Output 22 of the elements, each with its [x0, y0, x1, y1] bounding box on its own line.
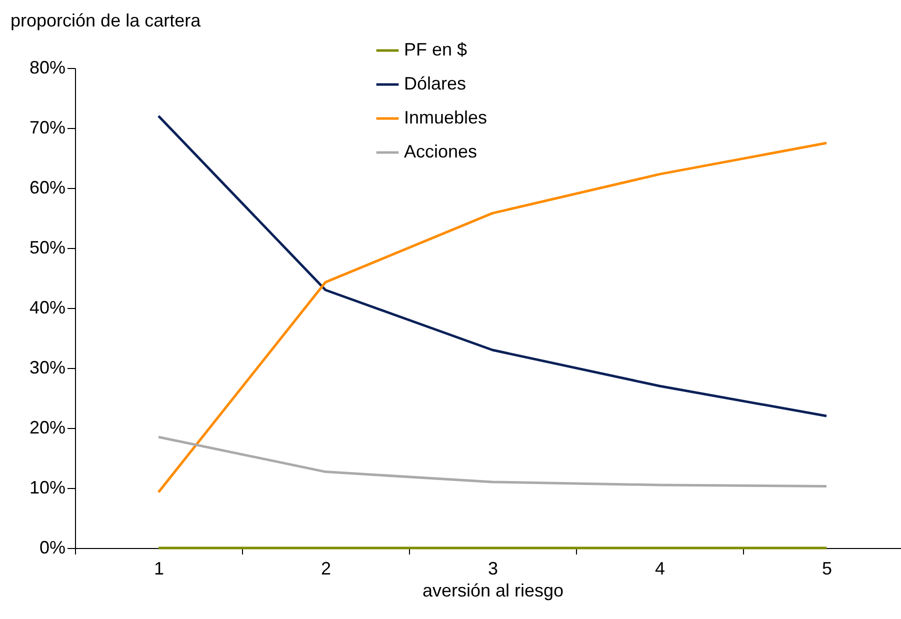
legend-label: Dólares	[404, 74, 466, 94]
x-tick-label: 5	[822, 558, 832, 578]
x-tick-label: 4	[654, 558, 666, 578]
legend-label: PF en $	[404, 40, 468, 60]
y-axis-title: proporción de la cartera	[10, 10, 202, 30]
y-tick-label: 70%	[29, 118, 66, 138]
legend-label: Acciones	[404, 142, 478, 162]
y-tick-label: 0%	[39, 538, 66, 558]
x-tick-label: 3	[488, 558, 498, 578]
x-axis-title: aversión al riesgo	[422, 580, 564, 600]
y-tick-label: 80%	[29, 58, 66, 78]
y-tick-label: 30%	[29, 358, 66, 378]
y-tick-label: 20%	[29, 418, 66, 438]
line-series	[157, 142, 828, 494]
x-tick-label: 2	[320, 558, 332, 578]
legend-label: Inmuebles	[404, 108, 488, 128]
x-tick-label: 1	[154, 558, 164, 578]
y-tick-label: 40%	[29, 298, 66, 318]
y-tick-label: 10%	[29, 478, 66, 498]
y-tick-label: 60%	[29, 178, 66, 198]
line-series	[157, 436, 828, 488]
y-tick-label: 50%	[29, 238, 66, 258]
